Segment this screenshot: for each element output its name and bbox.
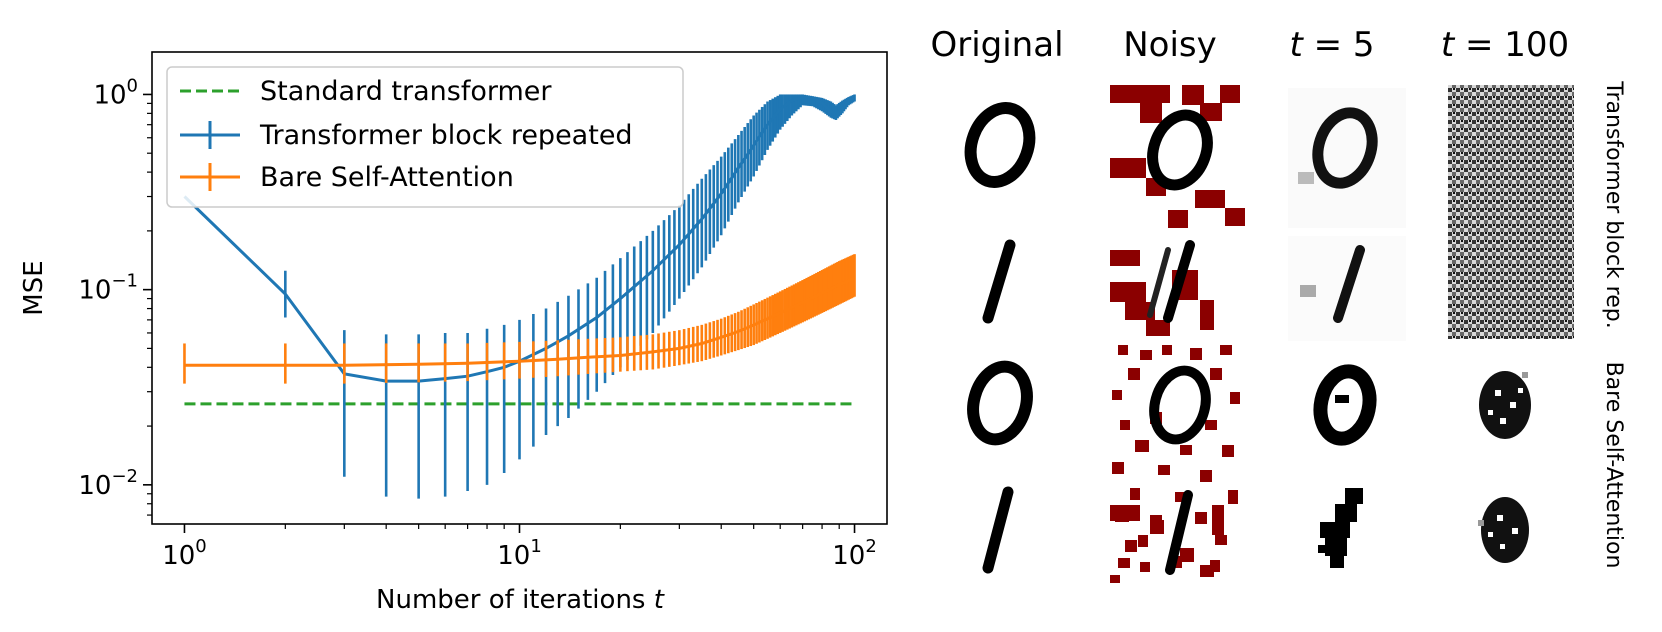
y-tick-label: 10−2 <box>78 466 138 501</box>
legend-box <box>166 66 684 208</box>
legend-label: Transformer block repeated <box>259 120 633 151</box>
row-1 <box>964 85 1574 339</box>
noisy-digit-1-b <box>1110 490 1224 583</box>
col-title-t5: t = 5 <box>1289 25 1374 65</box>
t5-digit-1 <box>1288 236 1406 341</box>
mse-chart: 100 101 102 10−2 10−1 100 Number of iteratio… <box>19 51 888 615</box>
x-tick-label: 101 <box>497 536 542 571</box>
x-axis-ticks: 100 101 102 <box>162 524 877 571</box>
col-title-noisy: Noisy <box>1123 25 1217 65</box>
x-axis-label: Number of iterations t <box>376 585 665 615</box>
row-4 <box>982 486 1529 583</box>
row-label-bare-self-attention: Bare Self-Attention <box>1601 362 1626 569</box>
col-title-original: Original <box>930 25 1063 65</box>
original-digit-1 <box>982 239 1016 324</box>
series-bare-self-attention <box>183 254 856 384</box>
row-2 <box>982 236 1406 341</box>
legend-entry-transformer-block-repeated: Transformer block repeated <box>180 120 633 151</box>
series-line <box>184 276 856 367</box>
series-layer <box>183 94 856 499</box>
legend-label: Standard transformer <box>260 76 552 107</box>
row-label-transformer-block: Transformer block rep. <box>1601 80 1626 328</box>
t5-digit-0 <box>1288 88 1406 228</box>
original-digit-0-b <box>967 360 1033 446</box>
noisy-digit-0 <box>1110 85 1245 228</box>
col-title-t100: t = 100 <box>1441 25 1569 65</box>
t5-digit-0-b <box>1313 364 1377 446</box>
t5-noisy-digit-1 <box>1318 488 1363 568</box>
legend-entry-bare-self-attention: Bare Self-Attention <box>180 162 514 193</box>
y-tick-label: 100 <box>93 75 138 110</box>
row-3 <box>967 345 1531 572</box>
y-tick-label: 10−1 <box>78 271 138 306</box>
y-axis-ticks: 10−2 10−1 100 <box>78 75 152 516</box>
t100-blob-0 <box>1479 371 1531 439</box>
image-panel: Original Noisy t = 5 t = 100 Transformer… <box>930 25 1626 583</box>
x-tick-label: 102 <box>832 536 877 571</box>
y-axis-label: MSE <box>19 260 49 315</box>
noisy-digit-1 <box>1110 240 1214 336</box>
legend-entry-standard-transformer: Standard transformer <box>180 76 552 107</box>
t100-checker-noise <box>1448 85 1574 339</box>
x-tick-label: 100 <box>162 536 207 571</box>
original-digit-1-b <box>982 486 1014 574</box>
legend-label: Bare Self-Attention <box>260 162 514 193</box>
original-digit-0 <box>964 102 1036 188</box>
t100-blob-1 <box>1478 497 1529 563</box>
legend: Standard transformer Transformer block r… <box>166 66 684 208</box>
